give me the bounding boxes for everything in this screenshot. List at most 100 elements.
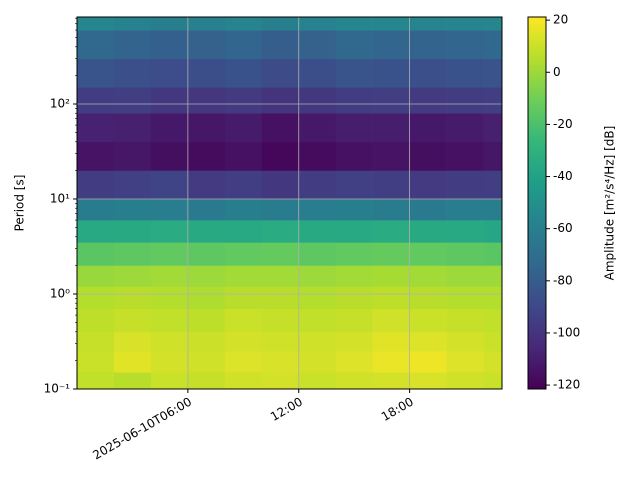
heatmap-cell (261, 58, 300, 88)
heatmap-cell (224, 242, 263, 266)
heatmap-cell (335, 308, 373, 333)
heatmap-cell (261, 141, 300, 171)
heatmap-cell (409, 141, 447, 171)
heatmap-cell (409, 308, 447, 333)
heatmap-cell (77, 30, 115, 59)
heatmap-cell (298, 141, 336, 171)
heatmap-cell (224, 87, 263, 114)
heatmap-cell (446, 308, 484, 333)
heatmap-cell (187, 17, 226, 31)
heatmap-cell (113, 170, 152, 200)
heatmap-cell (446, 170, 484, 200)
heatmap-cell (261, 351, 300, 373)
heatmap-cell (150, 351, 189, 373)
heatmap-cell (77, 113, 115, 143)
heatmap-cell (224, 265, 263, 287)
heatmap-cell (409, 242, 447, 266)
y-tick-label: 10¹ (50, 192, 70, 206)
colorbar-tick-label: 20 (553, 13, 568, 27)
heatmap-cell (372, 308, 410, 333)
y-tick-label: 10⁰ (50, 287, 70, 301)
heatmap-cell (372, 170, 410, 200)
heatmap-cell (335, 372, 373, 390)
heatmap-cell (77, 308, 115, 333)
heatmap-cell (409, 113, 447, 143)
heatmap-cell (261, 265, 300, 287)
heatmap-cell (261, 286, 300, 310)
heatmap-cell (187, 242, 226, 266)
heatmap-cell (224, 220, 263, 243)
colorbar-tick-label: -100 (553, 325, 580, 339)
heatmap-cell (224, 17, 263, 31)
heatmap-cell (113, 58, 152, 88)
heatmap-cell (150, 331, 189, 352)
heatmap-cell (113, 351, 152, 373)
heatmap-cell (224, 30, 263, 59)
heatmap-cell (446, 17, 484, 31)
heatmap-cell (113, 199, 152, 221)
heatmap-cell (113, 242, 152, 266)
heatmap-cell (483, 351, 503, 373)
heatmap-cell (261, 242, 300, 266)
heatmap-cell (187, 30, 226, 59)
heatmap-cell (372, 58, 410, 88)
heatmap-cell (372, 220, 410, 243)
heatmap-cell (261, 199, 300, 221)
heatmap-cell (150, 87, 189, 114)
heatmap-cell (372, 242, 410, 266)
heatmap-cell (483, 113, 503, 143)
heatmap-cell (224, 286, 263, 310)
colorbar-tick-label: -40 (553, 169, 573, 183)
heatmap-cell (446, 286, 484, 310)
heatmap-cell (224, 199, 263, 221)
heatmap-cell (261, 220, 300, 243)
heatmap-cell (372, 141, 410, 171)
heatmap-cell (150, 265, 189, 287)
heatmap-cell (261, 17, 300, 31)
heatmap-cell (446, 220, 484, 243)
heatmap-cell (298, 372, 336, 390)
heatmap-cell (409, 87, 447, 114)
heatmap-cell (224, 113, 263, 143)
heatmap-cell (409, 58, 447, 88)
heatmap-cell (187, 286, 226, 310)
heatmap-cell (335, 351, 373, 373)
heatmap-cell (77, 199, 115, 221)
heatmap-cell (409, 331, 447, 352)
heatmap-cell (372, 87, 410, 114)
heatmap-cell (409, 351, 447, 373)
heatmap-cell (187, 113, 226, 143)
heatmap-cell (409, 372, 447, 390)
heatmap-cell (113, 113, 152, 143)
heatmap-cell (483, 141, 503, 171)
heatmap-cell (335, 30, 373, 59)
heatmap-cell (298, 220, 336, 243)
heatmap-cell (224, 308, 263, 333)
heatmap-cell (446, 113, 484, 143)
heatmap-cell (113, 17, 152, 31)
heatmap-cell (113, 308, 152, 333)
heatmap-cell (150, 170, 189, 200)
heatmap-cell (446, 242, 484, 266)
heatmap-cell (77, 351, 115, 373)
heatmap-cell (187, 372, 226, 390)
heatmap-cell (77, 265, 115, 287)
heatmap-cell (261, 87, 300, 114)
heatmap-cell (446, 265, 484, 287)
heatmap-cell (335, 242, 373, 266)
heatmap-cell (113, 220, 152, 243)
heatmap-cell (77, 170, 115, 200)
heatmap-cell (113, 286, 152, 310)
heatmap-cell (187, 265, 226, 287)
heatmap-cell (298, 58, 336, 88)
heatmap-cell (298, 199, 336, 221)
heatmap-cell (77, 286, 115, 310)
heatmap-cell (409, 220, 447, 243)
heatmap-cell (335, 199, 373, 221)
heatmap-cell (224, 331, 263, 352)
heatmap-cell (150, 286, 189, 310)
heatmap-cell (150, 58, 189, 88)
heatmap-cell (483, 30, 503, 59)
heatmap-cell (113, 30, 152, 59)
heatmap-cell (335, 87, 373, 114)
